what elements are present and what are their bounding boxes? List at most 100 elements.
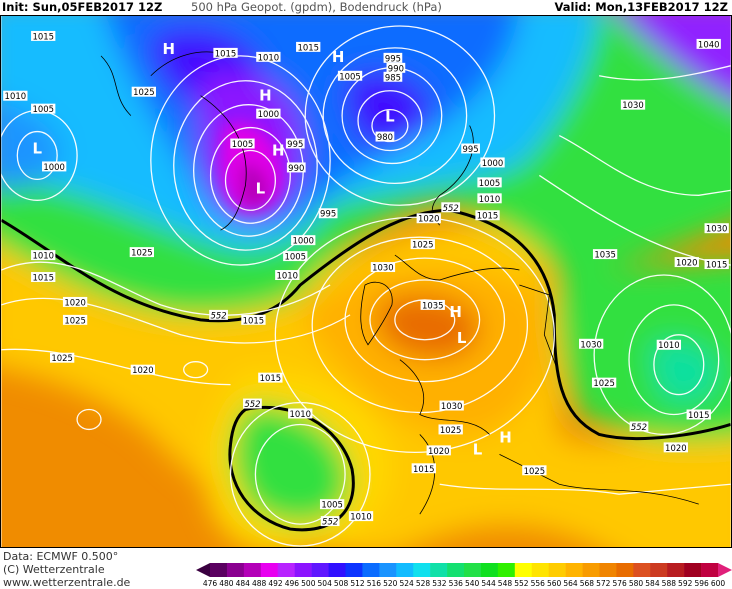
svg-text:1030: 1030 [622,100,644,110]
svg-text:1005: 1005 [285,252,307,262]
isobar-label: 1020 [674,257,699,268]
legend-swatch [413,563,431,577]
isobar-label: 1005 [31,103,56,114]
contour-552-label: 552 [320,516,340,527]
isobar-label: 1020 [416,213,441,224]
svg-text:995: 995 [463,144,479,154]
svg-text:1020: 1020 [418,214,440,224]
legend-swatch [430,563,448,577]
legend-tick-label: 556 [531,579,546,587]
legend-tick-label: 552 [514,579,529,587]
svg-text:1025: 1025 [524,466,546,476]
isobar-label: 1010 [3,90,28,101]
legend-tick-label: 528 [416,579,431,587]
isobar-label: 1010 [348,511,374,522]
svg-text:1015: 1015 [688,410,710,420]
data-source: Data: ECMWF 0.500° [3,550,119,563]
isobar-label: 1040 [696,38,721,49]
svg-text:1005: 1005 [479,178,501,188]
svg-text:1010: 1010 [5,91,27,101]
isobar-label: 1010 [256,51,281,62]
svg-text:1005: 1005 [339,71,361,81]
low-pressure-marker: L [473,440,483,458]
legend-tick-label: 508 [334,579,349,587]
legend-tick-label: 544 [481,579,496,587]
isobar-label: 1015 [241,314,266,325]
svg-text:1000: 1000 [43,162,65,172]
isobar-label: 980 [375,131,395,142]
isobar-label: 1035 [420,299,445,310]
svg-text:552: 552 [631,422,647,432]
svg-text:1030: 1030 [372,263,394,273]
svg-text:1010: 1010 [258,52,280,62]
legend-tick-label: 512 [350,579,365,587]
isobar-label: 1020 [62,296,88,307]
legend-tick-label: 480 [219,579,234,587]
copyright: (C) Wetterzentrale [3,563,105,576]
legend-tick-label: 592 [678,579,693,587]
svg-text:1025: 1025 [593,378,615,388]
header: Init: Sun,05FEB2017 12Z 500 hPa Geopot. … [0,0,732,15]
legend-tick-label: 536 [449,579,464,587]
legend-swatch [362,563,380,577]
svg-text:990: 990 [288,163,304,173]
legend-swatch [616,563,634,577]
legend-swatch [650,563,668,577]
high-pressure-marker: H [449,303,462,321]
legend-tick-label: 476 [203,579,218,587]
high-pressure-marker: H [259,87,272,105]
svg-text:1035: 1035 [594,250,616,260]
contour-552-label: 552 [629,421,649,432]
legend-swatch [210,563,228,577]
legend-swatch [226,563,245,577]
low-pressure-marker: L [385,108,395,126]
svg-text:1020: 1020 [64,297,86,307]
legend-tick-label: 596 [694,579,709,587]
legend-swatch [565,563,583,577]
svg-text:1000: 1000 [482,158,504,168]
isobar-label: 1000 [256,108,281,119]
map-title: 500 hPa Geopot. (gpdm), Bodendruck (hPa) [191,0,442,14]
legend-swatch [294,563,312,577]
legend-swatch [447,563,465,577]
legend-low-arrow [196,563,210,577]
legend-tick-label: 532 [432,579,447,587]
svg-text:995: 995 [287,139,303,149]
isobar-label: 995 [383,52,403,63]
legend-swatch [480,563,499,577]
legend-tick-label: 524 [399,579,414,587]
svg-text:1025: 1025 [440,425,462,435]
isobar-label: 1015 [686,409,711,420]
isobar-label: 1015 [704,259,729,270]
legend-swatch [633,563,651,577]
isobar-label: 1025 [591,377,617,388]
geopotential-field [1,16,731,547]
svg-text:1010: 1010 [350,512,372,522]
isobar-label: 1030 [370,262,396,273]
svg-text:1025: 1025 [133,87,155,97]
high-pressure-marker: H [332,48,345,66]
legend-tick-label: 520 [383,579,398,587]
legend-tick-label: 548 [498,579,513,587]
isobar-label: 1020 [130,364,155,375]
svg-text:1040: 1040 [698,39,720,49]
isobar-label: 1005 [283,251,308,262]
svg-text:1015: 1015 [32,31,54,41]
svg-text:1015: 1015 [413,464,435,474]
legend-swatch [514,563,533,577]
svg-text:1000: 1000 [292,236,314,246]
legend-swatch [599,563,617,577]
svg-text:1030: 1030 [706,224,728,234]
svg-text:995: 995 [320,209,336,219]
svg-text:1015: 1015 [260,373,282,383]
init-time: Init: Sun,05FEB2017 12Z [2,0,163,14]
svg-text:1005: 1005 [32,104,54,114]
svg-text:985: 985 [385,72,401,82]
isobar-label: 1025 [49,352,75,363]
svg-text:1010: 1010 [277,271,299,281]
isobar-label: 1015 [258,372,283,383]
svg-text:1020: 1020 [665,443,687,453]
svg-text:1010: 1010 [289,409,311,419]
website-link[interactable]: www.wetterzentrale.de [3,576,131,589]
legend-tick-label: 492 [268,579,283,587]
